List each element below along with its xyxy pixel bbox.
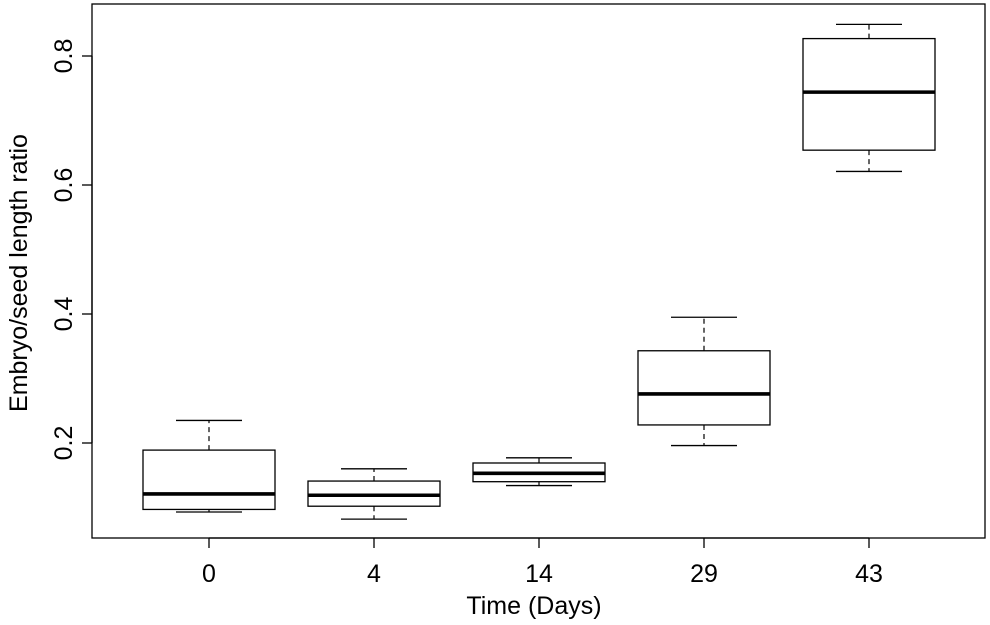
box-14	[472, 457, 606, 487]
box-iqr	[637, 350, 771, 426]
x-tick-label: 43	[855, 560, 883, 588]
x-tick-label: 14	[525, 560, 553, 588]
y-axis: 0.2 0.4 0.6 0.8	[50, 39, 93, 461]
x-tick-label: 29	[690, 560, 718, 588]
box-43	[802, 23, 936, 173]
x-axis-label: Time (Days)	[466, 592, 601, 620]
x-tick-label: 4	[367, 560, 381, 588]
box-iqr	[142, 449, 276, 511]
box-0	[142, 419, 276, 513]
box-4	[307, 468, 441, 520]
y-tick-label: 0.6	[50, 168, 78, 203]
box-iqr	[802, 37, 936, 151]
x-axis: 0 4 14 29 43	[202, 537, 883, 588]
x-tick-label: 0	[202, 560, 216, 588]
y-axis-label: Embryo/seed length ratio	[5, 134, 33, 412]
box-29	[637, 316, 771, 447]
y-tick-label: 0.4	[50, 297, 78, 332]
box-group	[142, 23, 936, 520]
y-tick-label: 0.2	[50, 426, 78, 461]
y-tick-label: 0.8	[50, 39, 78, 74]
